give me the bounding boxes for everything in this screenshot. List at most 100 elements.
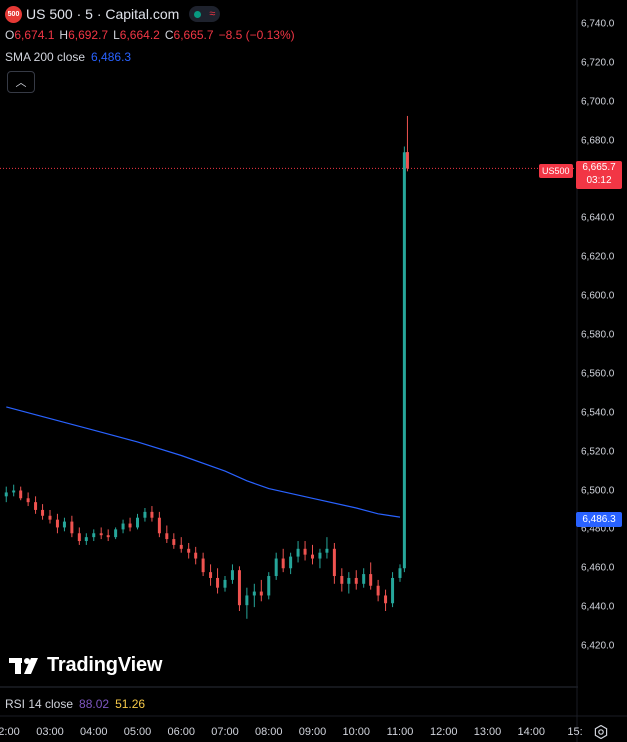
price-tick-label: 6,700.0 (581, 96, 615, 108)
candle-body (26, 498, 30, 503)
chevron-up-icon: ︿ (15, 77, 27, 89)
candle-body (165, 533, 169, 540)
candle-body (12, 490, 16, 493)
price-tick-label: 6,440.0 (581, 601, 615, 613)
price-tick-label: 6,500.0 (581, 485, 615, 496)
price-tick-label: 6,560.0 (581, 368, 615, 380)
candle-body (209, 572, 213, 578)
candle-body (216, 577, 220, 588)
time-tick-label: 06:00 (167, 726, 196, 738)
candle-body (354, 577, 358, 584)
last-price-value: 6,665.7 (582, 162, 616, 173)
time-tick-label: 15: (567, 726, 583, 738)
candle-body (296, 548, 300, 557)
tradingview-logo[interactable]: TradingView (9, 654, 162, 677)
close-label: C (164, 28, 174, 42)
price-tick-label: 6,460.0 (581, 562, 615, 574)
candle-body (362, 574, 366, 584)
candle-body (376, 585, 380, 596)
open-value: 6,674.1 (14, 28, 55, 42)
candle-body (106, 535, 110, 538)
price-tick-label: 6,540.0 (581, 407, 615, 419)
candle-body (19, 490, 23, 499)
candle-body (274, 558, 278, 577)
candle-body (187, 548, 191, 553)
last-price-tag: 6,665.7 03:12 (576, 161, 622, 189)
candle-body (252, 591, 256, 596)
rsi-label: RSI 14 close (5, 697, 74, 711)
rsi-legend[interactable]: RSI 14 close 88.02 51.26 (5, 697, 145, 711)
candle-body (62, 521, 66, 528)
candle-body (179, 544, 183, 549)
time-tick-label: 10:00 (342, 726, 371, 738)
price-tick-label: 6,720.0 (581, 57, 615, 69)
candle-body (245, 595, 249, 606)
time-tick-label: 04:00 (79, 726, 108, 738)
wave-icon: ≈ (209, 8, 216, 20)
symbol-logo[interactable]: 500 (5, 5, 22, 23)
candle-body (34, 502, 38, 510)
candle-body (237, 570, 241, 606)
candle-body (136, 517, 139, 528)
candle-body (281, 558, 285, 569)
bar-countdown: 03:12 (586, 175, 612, 186)
price-tick-label: 6,580.0 (581, 329, 615, 341)
candle-body (340, 576, 344, 584)
sma-legend[interactable]: SMA 200 close 6,486.3 (5, 50, 131, 64)
price-tick-label: 6,620.0 (581, 251, 615, 263)
time-tick-label: 07:00 (211, 726, 239, 738)
candle-body (369, 574, 373, 586)
candle-body (194, 552, 198, 559)
candle-body (121, 523, 125, 530)
candle-body (223, 579, 227, 588)
candle-body (289, 556, 293, 569)
candle-body (267, 576, 271, 596)
candle-body (303, 548, 307, 555)
market-status-pills[interactable]: ≈ (189, 6, 221, 22)
candle-body (259, 591, 263, 596)
candle-body (230, 570, 234, 580)
time-tick-label: 14:00 (517, 726, 546, 738)
candle-body (4, 492, 8, 497)
candle-body (92, 533, 96, 538)
price-tick-label: 6,600.0 (581, 290, 615, 302)
time-tick-label: 03:00 (36, 726, 64, 738)
rsi-value: 88.02 (79, 697, 110, 711)
tradingview-mark-icon (9, 657, 38, 674)
candle-body (398, 568, 402, 578)
chart-header: 500 US 500 · 5 · Capital.com ≈ (5, 5, 221, 23)
change-value: −8.5 (−0.13%) (218, 28, 295, 42)
close-value: 6,665.7 (173, 28, 214, 42)
time-tick-label: 11:00 (386, 726, 414, 738)
price-tick-label: 6,480.0 (581, 523, 615, 535)
price-tick-label: 6,680.0 (581, 135, 615, 147)
symbol-title[interactable]: US 500 · 5 · Capital.com (26, 6, 180, 22)
candle-body (384, 595, 388, 604)
logo-text: TradingView (47, 654, 163, 676)
candle-body (201, 558, 205, 573)
collapse-legend-button[interactable]: ︿ (7, 71, 35, 93)
price-tick-label: 6,640.0 (581, 212, 615, 224)
candle-body (143, 511, 147, 518)
price-tick-label: 6,520.0 (581, 446, 615, 458)
candle-body (405, 152, 409, 169)
candle-body (150, 511, 154, 518)
candle-body (84, 537, 88, 542)
candle-body (114, 529, 118, 538)
candle-body (41, 509, 45, 516)
gear-icon[interactable] (594, 725, 608, 739)
candle-body (318, 552, 322, 559)
candle-body (128, 523, 132, 528)
open-label: O (5, 28, 15, 42)
candle-body (332, 548, 336, 577)
rsi-ma-value: 51.26 (115, 697, 146, 711)
time-tick-label: 2:00 (0, 726, 20, 738)
time-tick-label: 09:00 (298, 726, 327, 738)
candle-body (99, 533, 103, 536)
high-value: 6,692.7 (68, 28, 109, 42)
time-tick-label: 13:00 (473, 726, 502, 738)
price-tick-label: 6,740.0 (581, 18, 615, 30)
price-tick-label: 6,420.0 (581, 640, 615, 652)
candle-body (48, 515, 52, 520)
